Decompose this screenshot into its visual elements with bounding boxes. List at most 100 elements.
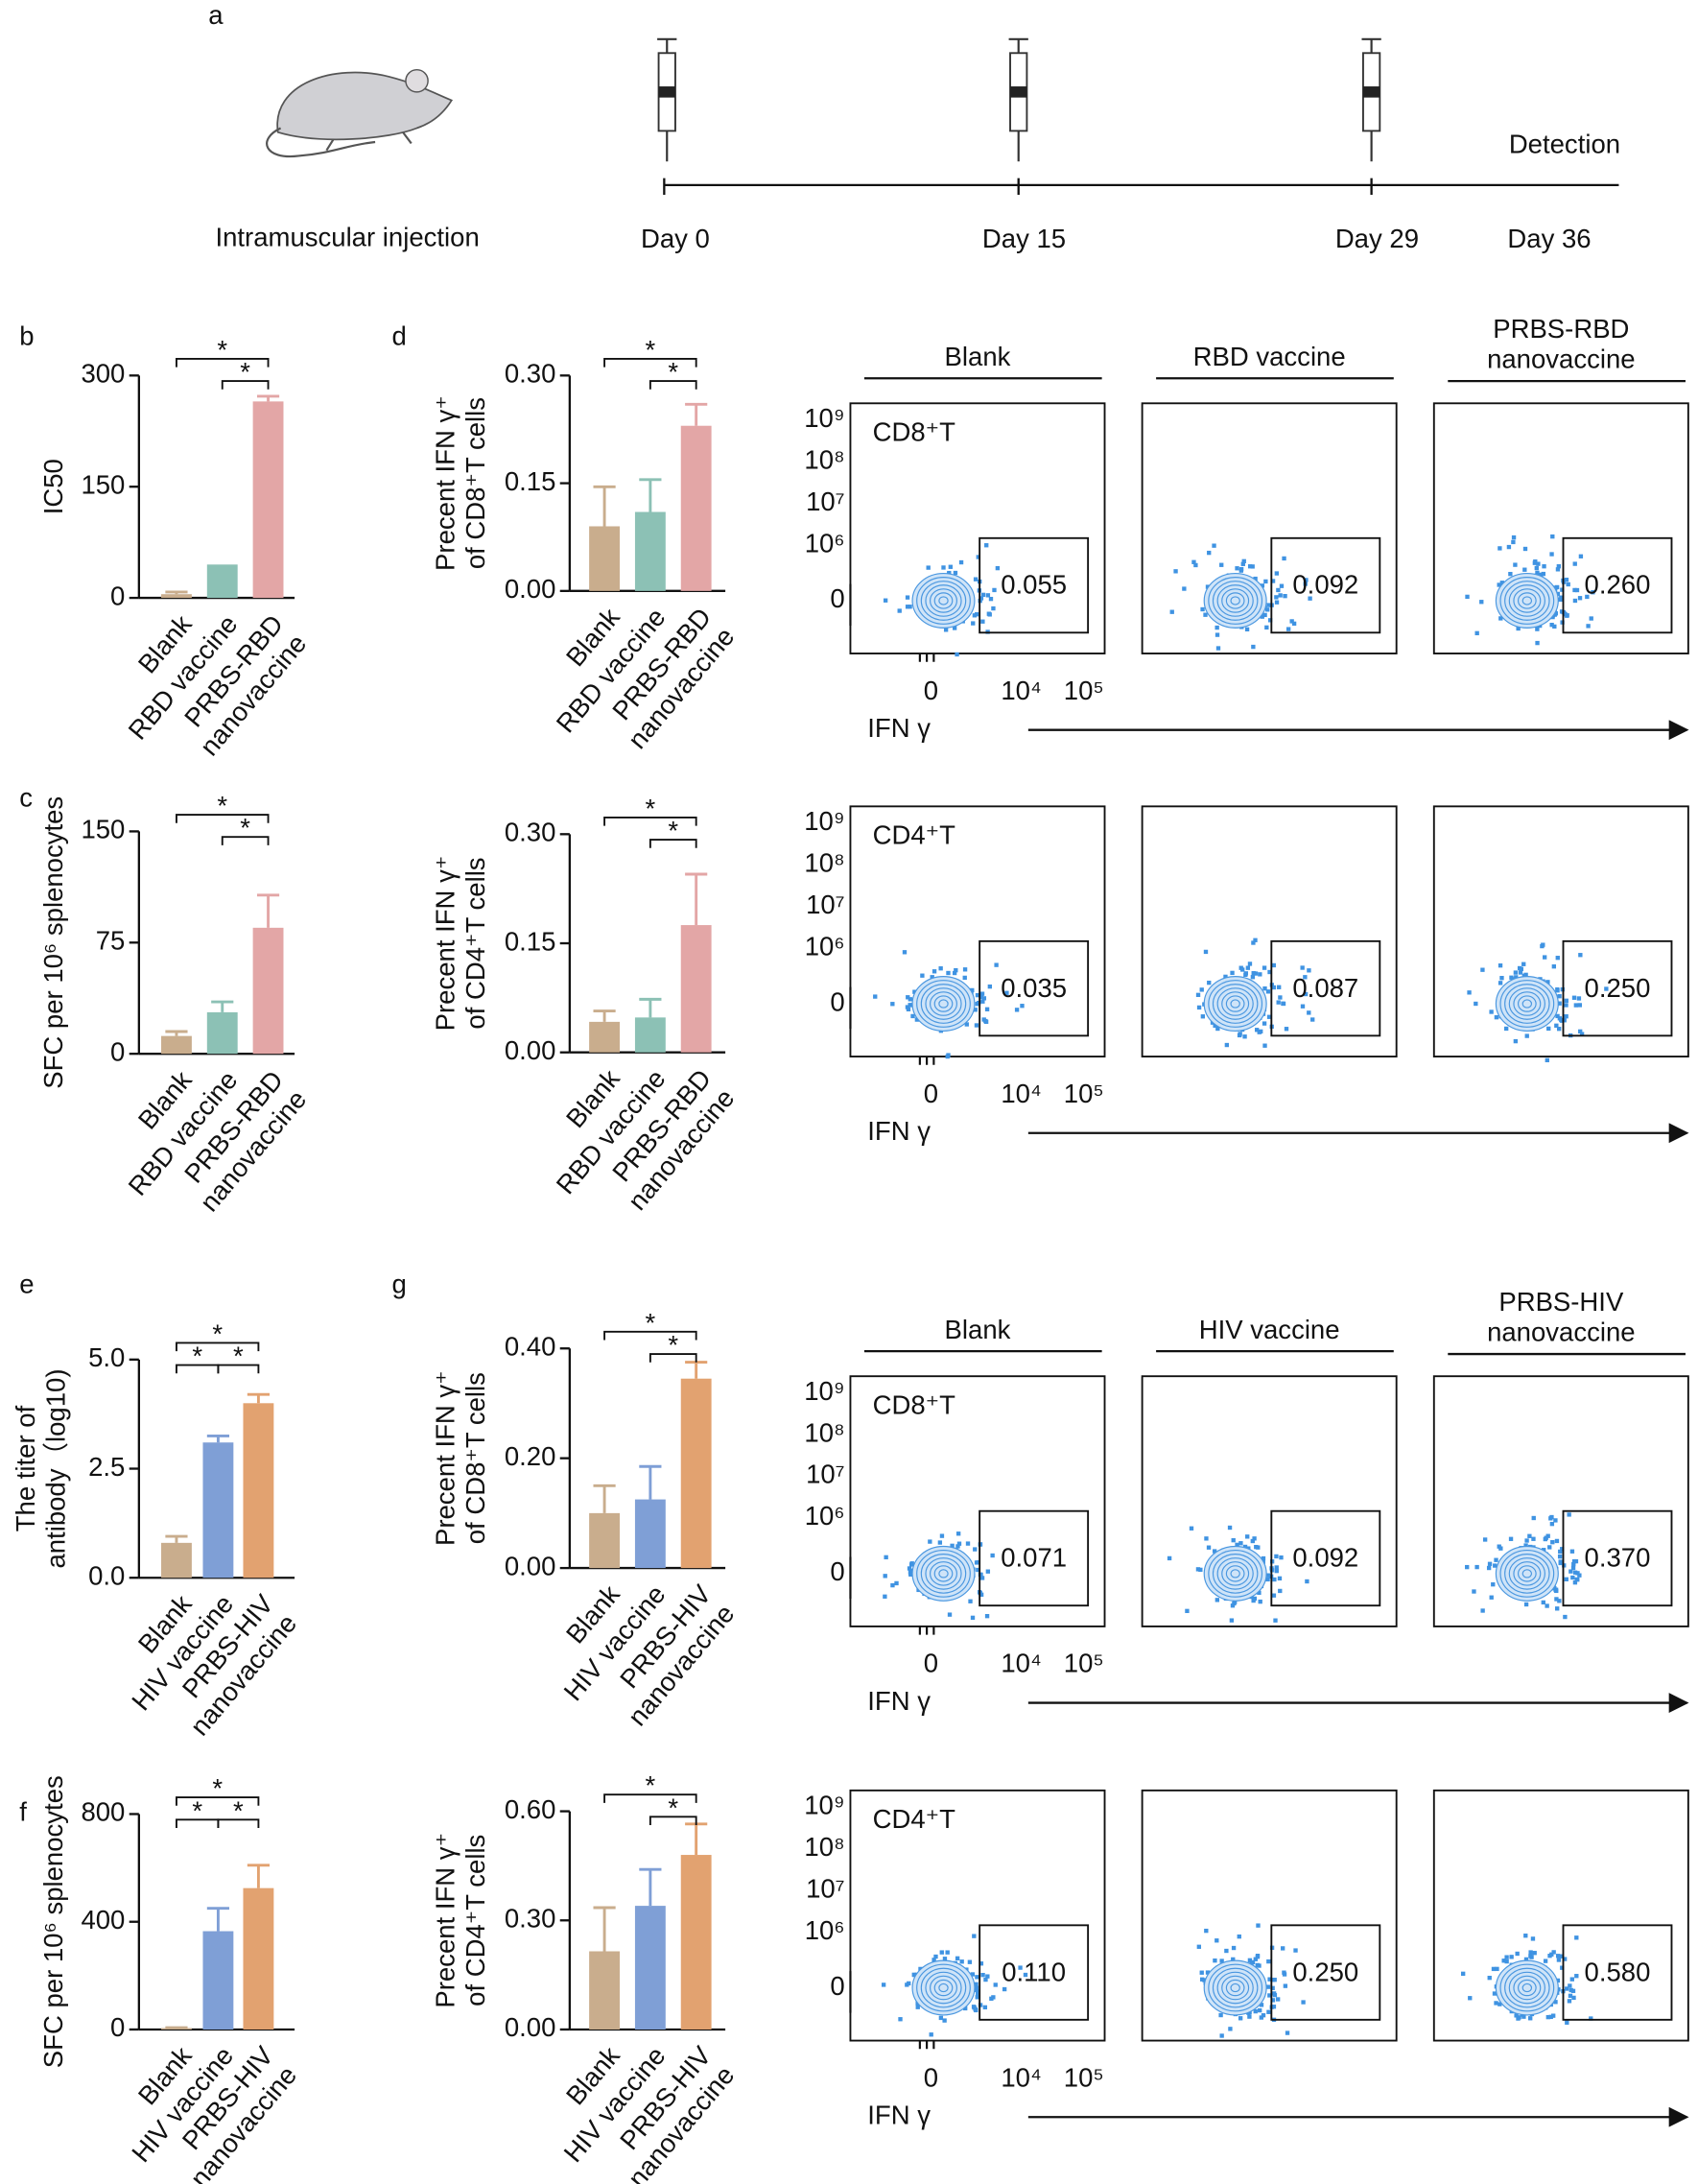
flow-event [1271,1593,1277,1598]
y-tick-label: 400 [81,1905,125,1935]
flow-event [1578,554,1584,558]
flow-event [1557,1599,1562,1603]
flow-event [1522,567,1527,572]
flow-event [1564,998,1568,1003]
flow-event [883,598,888,603]
flow-event [1307,1010,1311,1015]
flow-event [1499,581,1504,585]
density-contour [925,1557,962,1590]
density-contour [1212,1967,1259,2008]
flow-event [1255,1955,1261,1959]
flow-event [1522,546,1528,552]
y-axis-label: IC50 [38,459,68,514]
syringe-parts [657,37,677,162]
flow-event [939,1533,945,1538]
flow-event [1557,1554,1563,1559]
significance-label: * [233,1341,244,1371]
y-tick-label: 0 [110,1036,125,1066]
flow-event [981,996,987,1001]
bar [680,925,712,1053]
flow-event [1265,1577,1270,1582]
column-header: PRBS-RBD nanovaccine [1487,314,1636,374]
flow-event [1572,561,1577,566]
flow-plot-frame [1432,1375,1689,1627]
gate [1270,939,1381,1037]
flow-event [1556,1027,1562,1032]
gate [979,536,1090,634]
flow-event [1498,616,1503,621]
syringe-icon [657,37,677,162]
flow-event [993,1982,998,1987]
flow-event [973,577,979,582]
flow-event [1274,600,1280,605]
density-contour [933,1979,954,1997]
mouse-body [276,71,454,141]
flow-event [1274,595,1279,600]
flow-event [1258,1599,1262,1604]
flow-y-tick-label: 0 [830,1971,844,2001]
density-contour [930,1561,957,1586]
flow-event [1474,1564,1479,1570]
density-contour [1225,1565,1245,1582]
bar [589,1951,621,2030]
flow-event [973,1008,978,1012]
flow-event [1279,583,1285,588]
flow-event [1554,1538,1560,1544]
flow-event [1203,949,1209,955]
panel-label: e [19,1269,34,1298]
flow-event [952,626,957,630]
flow-x-tick-label: 0 [924,1079,938,1108]
density-contour [1221,1561,1250,1586]
day-label: Day 0 [641,224,710,253]
flow-event [1277,1576,1283,1581]
y-tick-label: 0.00 [505,574,556,604]
density-contour [916,577,971,625]
flow-event [1267,969,1272,975]
flow-event [1467,990,1472,995]
flow-event [1570,1988,1576,1993]
flow-y-tick-label: 10⁹ [804,806,844,836]
flow-event [1213,1023,1217,1029]
flow-event [1498,1546,1503,1551]
flow-event [1020,1004,1025,1009]
flow-event [948,564,953,569]
significance-bracket [649,1816,697,1826]
flow-event [1524,1033,1529,1038]
density-contour [1499,1549,1555,1598]
column-header: HIV vaccine [1199,1315,1340,1344]
flow-x-tick-label: 10⁵ [1064,2062,1104,2092]
flow-event [1491,1582,1496,1587]
error-bar [593,1484,616,1513]
flow-event [1291,621,1297,627]
flow-event [1235,1542,1239,1548]
flow-event [912,989,917,994]
flow-event [985,1974,990,1979]
flow-event [1494,2001,1498,2006]
error-bar [685,1361,708,1379]
flow-event [1004,990,1009,995]
flow-event [1195,992,1201,997]
flow-event [1277,985,1282,989]
flow-event [994,962,999,967]
flow-x-axis-label: IFN γ [867,713,931,743]
error-bar [256,394,280,402]
density-contour [1216,1557,1254,1590]
axis-ticks [849,1556,935,1635]
flow-x-axis-label: IFN γ [867,2100,931,2129]
flow-event [890,1582,895,1588]
error-bar [639,997,662,1018]
axis-ticks [849,986,935,1065]
flow-event [1203,612,1208,617]
significance-bracket [603,816,697,826]
significance-label: * [646,335,656,365]
flow-event [1193,562,1198,568]
flow-event [1528,2016,1533,2021]
density-contour [1504,1967,1550,2008]
flow-plot-frame [1432,402,1689,654]
flow-event [1572,1570,1578,1575]
density-contour [1230,1569,1240,1579]
flow-event [902,950,908,955]
flow-event [984,1007,990,1011]
flow-plot-frame [1432,1789,1689,2042]
flow-event [1553,611,1559,616]
